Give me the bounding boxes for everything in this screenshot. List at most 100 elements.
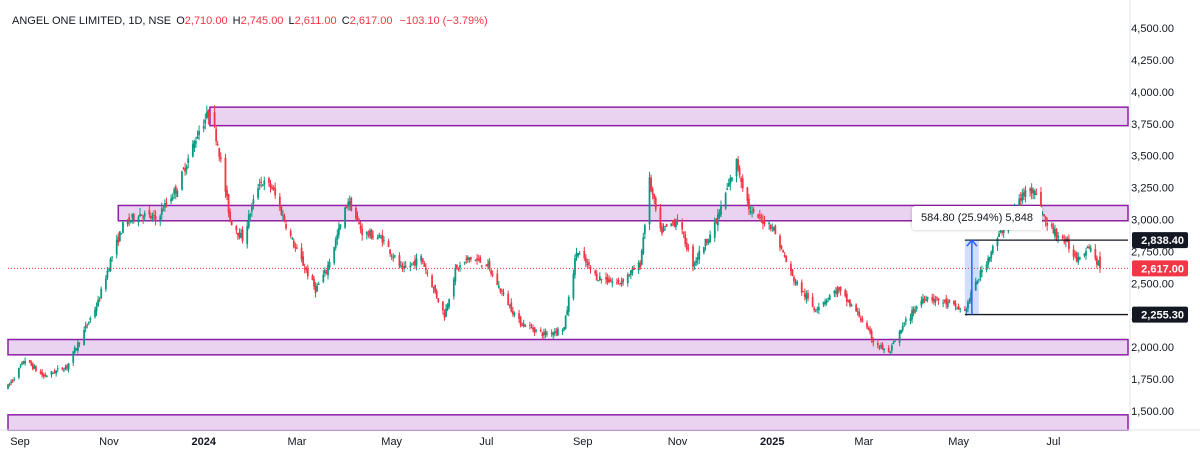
y-tick-label: 2,000.00: [1131, 342, 1174, 354]
candle-body: [704, 238, 707, 247]
candle-body: [849, 299, 851, 306]
candle-body: [616, 282, 618, 284]
candle-body: [651, 189, 654, 195]
candle-body: [412, 261, 415, 263]
candle-body: [867, 327, 870, 330]
candle-body: [162, 210, 165, 212]
candle-body: [454, 267, 457, 282]
candle-body: [563, 327, 565, 330]
close-value: 2,617.00: [349, 15, 393, 27]
candle-body: [791, 269, 794, 276]
candle-body: [235, 226, 238, 231]
candle-body: [682, 231, 685, 234]
candle-body: [1046, 222, 1049, 226]
candle-body: [696, 257, 699, 260]
candle-body: [215, 128, 218, 142]
candle-body: [176, 190, 179, 197]
candle-body: [508, 304, 511, 307]
candle-body: [661, 226, 663, 234]
candle-body: [825, 300, 828, 304]
candle-body: [746, 187, 749, 201]
candle-body: [311, 275, 314, 281]
candle-body: [953, 300, 955, 305]
candle-body: [108, 269, 110, 271]
candle-body: [17, 368, 20, 378]
candle-body: [252, 199, 255, 204]
x-tick-label: May: [381, 436, 402, 448]
candle-body: [355, 207, 357, 219]
candle-body: [488, 260, 491, 269]
candle-body: [866, 322, 868, 328]
candle-body: [465, 259, 468, 261]
candle-body: [807, 293, 809, 299]
candle-body: [915, 306, 918, 309]
candle-body: [227, 194, 230, 213]
candle-body: [193, 141, 196, 148]
candle-body: [202, 126, 205, 129]
candle-body: [249, 214, 252, 216]
candle-body: [480, 265, 483, 267]
candle-body: [8, 383, 11, 385]
measure-label[interactable]: 584.80 (25.94%) 5,848: [912, 206, 1042, 230]
y-tick-label: 3,250.00: [1131, 183, 1174, 195]
candle-body: [709, 234, 712, 243]
candle-body: [805, 294, 808, 299]
candle-body: [872, 340, 875, 343]
candle-body: [789, 263, 792, 272]
candle-body: [1085, 251, 1087, 256]
candle-body: [653, 194, 656, 199]
symbol-legend[interactable]: ANGEL ONE LIMITED, 1D, NSE O2,710.00 H2,…: [12, 15, 488, 27]
candle-body: [654, 197, 657, 210]
candle-body: [588, 262, 590, 265]
zone-bottom: [7, 414, 1129, 431]
candle-body: [41, 371, 44, 376]
high-label: H: [232, 15, 241, 27]
candle-body: [109, 258, 112, 271]
candle-body: [524, 325, 527, 327]
candle-body: [151, 216, 154, 219]
candle-body: [911, 310, 913, 320]
x-tick-label: May: [948, 436, 969, 448]
candle-body: [365, 231, 368, 235]
candle-body: [84, 325, 87, 329]
candle-body: [724, 193, 727, 209]
candle-body: [358, 222, 360, 225]
candle-body: [671, 220, 674, 223]
candle-body: [66, 365, 68, 368]
candle-body: [681, 222, 684, 230]
candle-body: [741, 178, 744, 189]
candle-body: [970, 292, 972, 303]
candle-body: [748, 198, 750, 210]
candle-body: [305, 267, 308, 271]
candle-body: [889, 351, 892, 353]
candle-body: [518, 313, 520, 319]
candle-body: [11, 380, 14, 382]
level-tag-text: 2,838.40: [1141, 235, 1184, 247]
candle-body: [347, 202, 350, 206]
candle-body: [476, 258, 479, 261]
candle-body: [735, 158, 738, 177]
candle-body: [963, 309, 966, 311]
candle-body: [291, 238, 294, 240]
candle-body: [693, 263, 696, 266]
x-tick-label: 2025: [760, 436, 784, 448]
candle-body: [758, 215, 761, 217]
candle-body: [448, 299, 451, 307]
candle-body: [94, 309, 96, 317]
candle-body: [923, 298, 926, 300]
candle-body: [996, 238, 999, 247]
candle-body: [333, 247, 336, 264]
candle-body: [414, 260, 416, 266]
candle-body: [230, 220, 233, 226]
candle-body: [400, 265, 402, 267]
candle-body: [443, 312, 446, 318]
y-tick-label: 2,750.00: [1131, 246, 1174, 258]
candle-body: [555, 330, 558, 333]
candle-body: [835, 291, 837, 294]
candle-body: [150, 215, 152, 219]
measure-arrow-head: [966, 238, 978, 247]
candle-body: [999, 230, 1002, 232]
candle-body: [1078, 257, 1081, 260]
